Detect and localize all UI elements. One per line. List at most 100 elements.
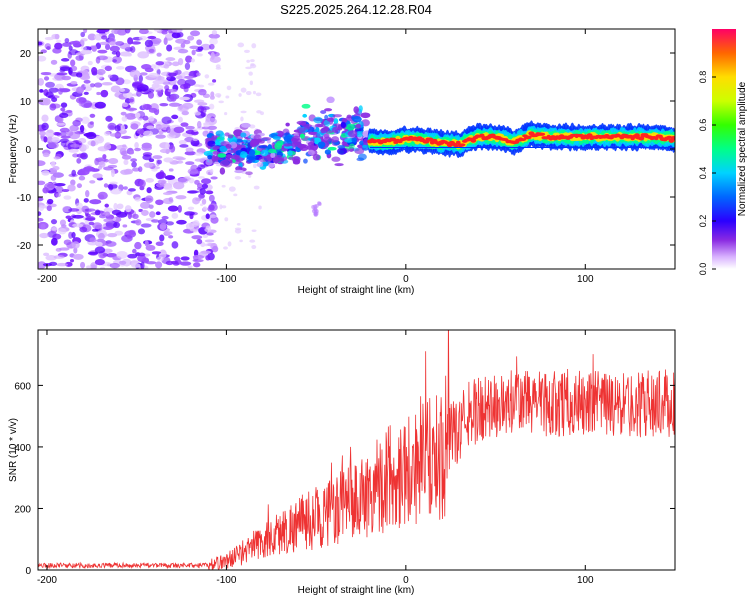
heat-blob — [114, 29, 120, 35]
heat-blob — [296, 120, 307, 125]
heat-blob — [80, 38, 88, 42]
heat-blob — [208, 194, 215, 202]
heat-blob — [303, 158, 308, 164]
heat-blob — [104, 65, 112, 72]
snr-panel: -200 -100 0 100 0 200 400 600 Height of straig… — [8, 329, 676, 596]
heat-blob — [180, 256, 190, 261]
heat-blob — [219, 145, 228, 153]
heat-blob — [238, 93, 242, 97]
heat-blob — [251, 229, 257, 232]
heat-blob — [333, 118, 339, 125]
heat-blob — [87, 60, 93, 66]
heat-blob — [120, 150, 128, 157]
heat-blob — [354, 147, 365, 155]
heat-blob — [197, 176, 205, 179]
heat-blob — [357, 153, 367, 161]
heat-blob — [187, 190, 200, 194]
heat-blob — [217, 153, 227, 158]
heat-blob — [185, 55, 193, 63]
heat-blob — [50, 219, 58, 225]
heat-blob — [171, 212, 179, 219]
heat-blob — [215, 64, 221, 69]
heat-blob — [84, 84, 91, 88]
heat-blob — [76, 86, 84, 94]
heat-blob — [137, 254, 147, 263]
heat-blob — [50, 161, 56, 167]
heat-blob — [83, 198, 89, 203]
heat-blob — [155, 183, 165, 188]
heat-blob — [87, 33, 97, 41]
heat-blob — [356, 131, 363, 138]
heat-blob — [89, 237, 97, 243]
heat-blob — [166, 44, 173, 52]
heat-blob — [79, 226, 88, 233]
heat-blob — [60, 102, 68, 108]
ridge-mark — [638, 136, 645, 141]
heat-blob — [51, 237, 58, 246]
heat-blob — [141, 209, 149, 216]
heat-blob — [72, 119, 81, 127]
heat-blob — [43, 136, 48, 143]
heat-blob — [94, 246, 106, 254]
heat-blob — [184, 211, 195, 216]
heat-blob — [323, 132, 330, 139]
heat-blob — [210, 176, 218, 180]
heat-blob — [58, 228, 67, 235]
heat-blob — [91, 67, 98, 75]
heat-blob — [120, 135, 132, 139]
heat-blob — [208, 103, 215, 110]
x-tick-label: -200 — [37, 274, 57, 285]
heat-blob — [255, 92, 262, 97]
spectrogram-x-ticks: -200 -100 0 100 — [37, 29, 594, 285]
heat-blob — [100, 89, 109, 98]
heat-blob — [43, 252, 50, 257]
heat-blob — [124, 112, 137, 120]
heat-blob — [224, 217, 229, 222]
ridge-mark — [654, 136, 659, 141]
heat-blob — [256, 110, 262, 114]
ridge-mark — [390, 137, 397, 142]
heat-blob — [234, 227, 242, 231]
heat-blob — [59, 247, 70, 251]
ridge-mark — [666, 135, 673, 139]
heat-blob — [240, 151, 248, 159]
heat-blob — [60, 135, 71, 139]
heat-blob — [249, 80, 254, 86]
heat-blob — [205, 255, 211, 261]
heat-blob — [84, 220, 90, 225]
heat-blob — [120, 111, 127, 116]
heat-blob — [191, 235, 203, 240]
heat-blob — [123, 159, 129, 166]
heat-blob — [219, 167, 226, 175]
heat-blob — [80, 31, 86, 38]
heat-blob — [175, 69, 182, 75]
heat-blob — [83, 91, 89, 95]
heat-blob — [60, 58, 70, 62]
heat-blob — [59, 127, 70, 133]
heat-blob — [210, 51, 215, 60]
heat-blob — [191, 49, 196, 56]
heat-blob — [347, 130, 358, 138]
heat-blob — [144, 195, 154, 203]
heat-blob — [134, 142, 139, 149]
heat-blob — [196, 182, 203, 189]
snr-plot-area — [38, 330, 675, 570]
y-tick-label: 600 — [14, 381, 31, 392]
y-tick-label: 20 — [20, 49, 32, 60]
heat-blob — [138, 29, 149, 35]
heat-blob — [130, 45, 136, 53]
heat-blob — [138, 35, 148, 41]
heat-blob — [105, 115, 113, 122]
heat-blob — [209, 214, 217, 219]
heat-blob — [249, 124, 256, 129]
heat-blob — [47, 198, 54, 205]
heat-blob — [75, 96, 87, 104]
heat-blob — [72, 40, 81, 47]
y-tick-label: 400 — [14, 443, 31, 454]
heat-blob — [76, 153, 87, 158]
heat-blob — [38, 41, 43, 46]
heat-blob — [131, 161, 137, 168]
heat-blob — [163, 231, 173, 235]
heat-blob — [126, 52, 132, 57]
heat-blob — [203, 122, 210, 128]
